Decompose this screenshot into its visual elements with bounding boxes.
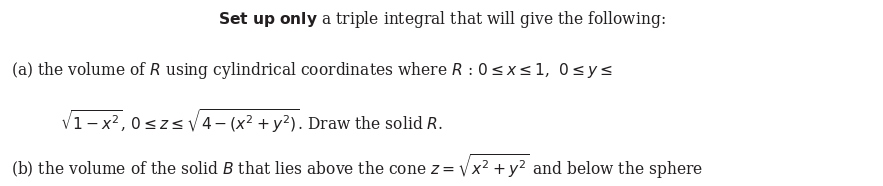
- Text: (a) the volume of $R$ using cylindrical coordinates where $R$ : $0 \leq x \leq 1: (a) the volume of $R$ using cylindrical …: [11, 60, 613, 81]
- Text: $\sqrt{1-x^2}$, $0 \leq z \leq \sqrt{4-(x^2+y^2)}$. Draw the solid $R$.: $\sqrt{1-x^2}$, $0 \leq z \leq \sqrt{4-(…: [60, 108, 443, 135]
- Text: (b) the volume of the solid $B$ that lies above the cone $z = \sqrt{x^2+y^2}$ an: (b) the volume of the solid $B$ that lie…: [11, 153, 703, 182]
- Text: $\mathbf{Set\ up\ only}$ a triple integral that will give the following:: $\mathbf{Set\ up\ only}$ a triple integr…: [218, 9, 665, 30]
